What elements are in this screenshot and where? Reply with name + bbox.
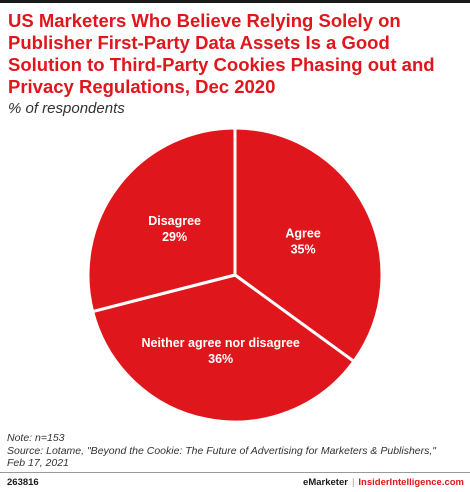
source-text-line2: Feb 17, 2021 (7, 457, 69, 469)
brand-insider-intelligence[interactable]: InsiderIntelligence.com (358, 477, 464, 488)
chart-id: 263816 (7, 477, 39, 488)
chart-title: US Marketers Who Believe Relying Solely … (8, 10, 435, 97)
brand-emarketer: eMarketer (303, 477, 348, 488)
slice-label-neither-agree-nor-disagree: Neither agree nor disagree 36% (141, 336, 299, 366)
slice-label-disagree: Disagree 29% (148, 214, 201, 244)
slice-value-disagree: 29% (162, 230, 187, 244)
pie-slice-agree (233, 126, 384, 363)
pie-slice-disagree (86, 126, 237, 314)
pie-slice-neither-agree-nor-disagree (91, 273, 356, 424)
chart-subtitle: % of respondents (8, 100, 125, 117)
footer-rule (0, 472, 470, 473)
slice-label-agree: Agree 35% (285, 226, 320, 256)
slice-value-neither-agree-nor-disagree: 36% (208, 352, 233, 366)
top-rule (0, 0, 470, 3)
chart-notes: Note: n=153 Source: Lotame, "Beyond the … (7, 432, 467, 470)
brand-separator: | (351, 477, 355, 488)
note-text: Note: n=153 (7, 432, 65, 444)
source-text-line1: Source: Lotame, "Beyond the Cookie: The … (7, 444, 437, 457)
footer-brand: eMarketer | InsiderIntelligence.com (303, 477, 464, 488)
pie-labels: Agree 35% Neither agree nor disagree 36% Dis… (141, 214, 320, 366)
slice-value-agree: 35% (291, 242, 316, 256)
pie-slices (86, 126, 384, 424)
pie-chart: Agree 35% Neither agree nor disagree 36% Dis… (86, 126, 384, 424)
